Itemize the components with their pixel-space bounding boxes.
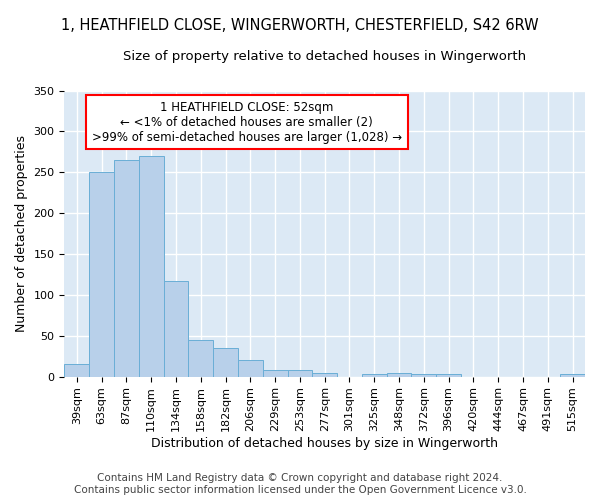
Bar [213, 348, 238, 376]
Bar [114, 160, 139, 376]
Text: Contains HM Land Registry data © Crown copyright and database right 2024.
Contai: Contains HM Land Registry data © Crown c… [74, 474, 526, 495]
Bar [362, 374, 386, 376]
Text: 1 HEATHFIELD CLOSE: 52sqm
← <1% of detached houses are smaller (2)
>99% of semi-: 1 HEATHFIELD CLOSE: 52sqm ← <1% of detac… [92, 100, 401, 144]
X-axis label: Distribution of detached houses by size in Wingerworth: Distribution of detached houses by size … [151, 437, 498, 450]
Title: Size of property relative to detached houses in Wingerworth: Size of property relative to detached ho… [123, 50, 526, 63]
Text: 1, HEATHFIELD CLOSE, WINGERWORTH, CHESTERFIELD, S42 6RW: 1, HEATHFIELD CLOSE, WINGERWORTH, CHESTE… [61, 18, 539, 32]
Bar [412, 374, 436, 376]
Bar [560, 374, 585, 376]
Bar [238, 360, 263, 376]
Y-axis label: Number of detached properties: Number of detached properties [15, 135, 28, 332]
Bar [313, 374, 337, 376]
Bar [139, 156, 164, 376]
Bar [263, 370, 287, 376]
Bar [386, 374, 412, 376]
Bar [164, 281, 188, 376]
Bar [188, 340, 213, 376]
Bar [64, 364, 89, 376]
Bar [89, 172, 114, 376]
Bar [436, 374, 461, 376]
Bar [287, 370, 313, 376]
